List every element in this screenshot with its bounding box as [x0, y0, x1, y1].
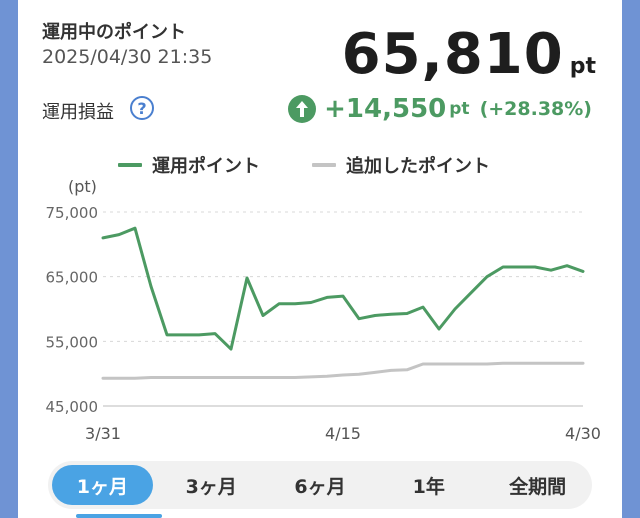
timestamp: 2025/04/30 21:35 [42, 46, 213, 68]
points-card: 運用中のポイント 2025/04/30 21:35 65,810 pt 運用損益… [18, 0, 622, 518]
points-chart: (pt) 75,000 65,000 55,000 45,000 3/31 4/15 4/30 [46, 177, 601, 443]
legend-label-series2: 追加したポイント [346, 156, 490, 177]
page-title: 運用中のポイント [42, 22, 186, 43]
arrow-up-icon [288, 95, 317, 123]
active-tab-indicator [76, 514, 162, 518]
legend-swatch-gray [312, 163, 336, 167]
gain-percent: (+28.38%) [479, 98, 592, 120]
points-unit: pt [569, 54, 596, 79]
period-tabs: 1ヶ月 3ヶ月 6ヶ月 1年 全期間 [48, 461, 592, 509]
y-tick-label: 65,000 [46, 269, 99, 287]
y-tick-label: 45,000 [46, 398, 99, 416]
legend-item-series2: 追加したポイント [312, 152, 490, 178]
series-line-1 [101, 226, 585, 351]
points-value: 65,810 [341, 22, 564, 87]
x-tick-label: 3/31 [85, 424, 121, 443]
tab-1-month[interactable]: 1ヶ月 [52, 465, 153, 505]
help-icon[interactable]: ? [130, 96, 154, 120]
y-tick-label: 55,000 [46, 333, 99, 351]
gain-unit: pt [449, 99, 470, 119]
series-line-2 [101, 361, 585, 380]
y-tick-label: 75,000 [46, 204, 99, 222]
x-tick-label: 4/15 [325, 424, 361, 443]
legend-item-series1: 運用ポイント [118, 152, 260, 178]
points-total: 65,810 pt [342, 22, 596, 87]
profit-gain: +14,550 pt (+28.38%) [288, 94, 592, 124]
tab-all-period[interactable]: 全期間 [509, 475, 567, 498]
profit-label: 運用損益 [42, 102, 114, 123]
y-axis-label: (pt) [68, 177, 97, 196]
tab-1-year[interactable]: 1年 [412, 475, 445, 498]
tab-6-months[interactable]: 6ヶ月 [294, 475, 346, 498]
x-tick-label: 4/30 [565, 424, 601, 443]
legend-swatch-green [118, 163, 142, 167]
gain-value: +14,550 [324, 94, 447, 124]
legend-label-series1: 運用ポイント [152, 156, 260, 177]
tab-3-months[interactable]: 3ヶ月 [185, 475, 237, 498]
